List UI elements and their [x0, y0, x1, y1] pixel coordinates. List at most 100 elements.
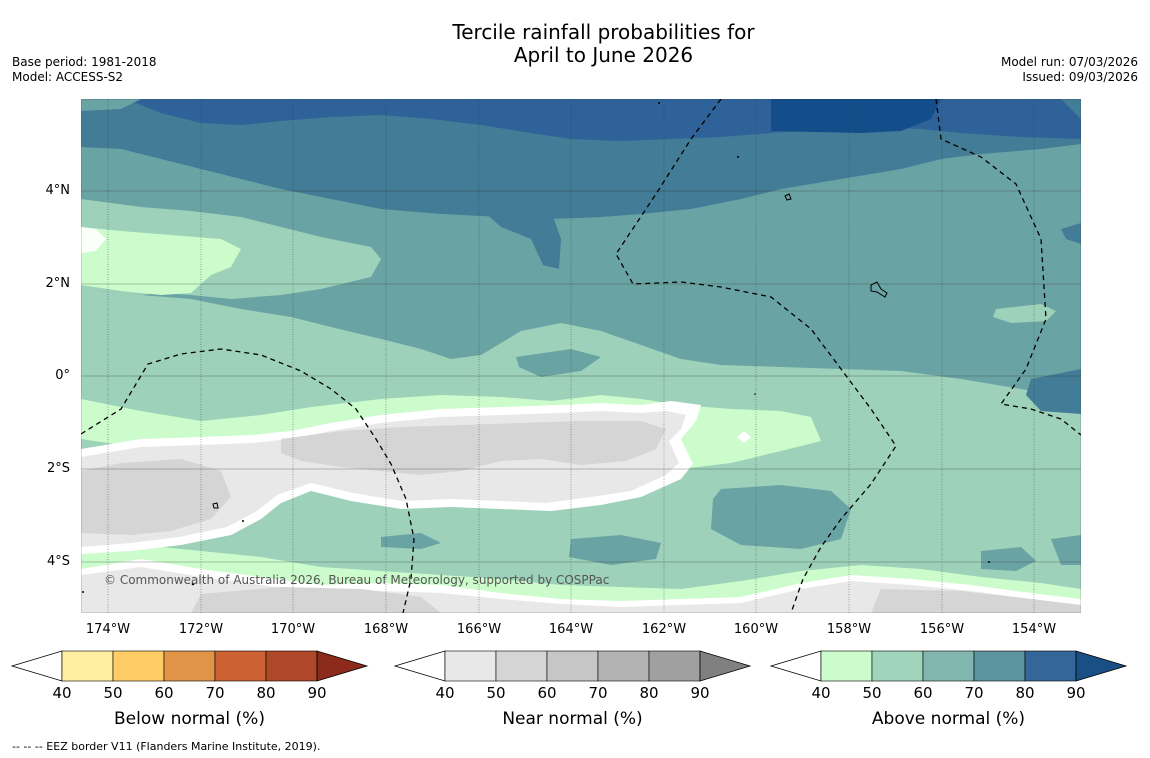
colorbar-tick-label: 80	[1015, 684, 1035, 702]
graticule-lat	[81, 190, 1081, 563]
lon-label-160w: 160°W	[733, 622, 779, 637]
colorbar-near-normal	[393, 650, 752, 682]
lon-label-172w: 172°W	[178, 622, 224, 637]
lon-label-168w: 168°W	[363, 622, 409, 637]
pocket-above-60-b	[711, 485, 851, 549]
region-above-90	[771, 99, 941, 133]
colorbar-above-normal	[769, 650, 1128, 682]
colorbar-segment	[163, 650, 216, 682]
colorbar-segment	[597, 650, 650, 682]
colorbars	[10, 650, 1128, 682]
colorbar-title-below: Below normal (%)	[114, 709, 265, 729]
colorbar-title-near: Near normal (%)	[502, 709, 643, 729]
map-frame	[81, 99, 1081, 613]
colorbar-segment	[546, 650, 599, 682]
colorbar-tick-label: 50	[103, 684, 123, 702]
issued-date: Issued: 09/03/2026	[1022, 70, 1138, 84]
region-above-50-east	[993, 304, 1056, 323]
region-above-70-east	[1026, 369, 1081, 414]
colorbar-segment	[61, 650, 114, 682]
island-dot-e	[191, 582, 195, 586]
colorbar-segment	[820, 650, 873, 682]
colorbar-extend-high	[699, 650, 752, 682]
lon-label-156w: 156°W	[919, 622, 965, 637]
pocket-above-60-e	[381, 533, 441, 549]
pocket-above-60-c	[569, 535, 661, 565]
colorbar-tick-label: 60	[537, 684, 557, 702]
map-title-line2: April to June 2026	[513, 43, 694, 67]
white-diamond	[737, 431, 751, 443]
region-near-50-central	[281, 421, 666, 475]
island-dot-g	[242, 520, 244, 522]
region-above-70-east-small	[1061, 223, 1081, 244]
colorbar-extend-low	[393, 650, 446, 682]
colorbar-tick-label: 70	[205, 684, 225, 702]
pocket-above-60-a	[516, 349, 601, 377]
base-period: Base period: 1981-2018	[12, 55, 157, 69]
lon-label-158w: 158°W	[826, 622, 872, 637]
lat-label-0: 0°	[55, 368, 70, 383]
region-white-west	[81, 227, 106, 253]
colorbar-title-above: Above normal (%)	[871, 709, 1026, 729]
colorbar-extend-low	[10, 650, 63, 682]
lat-label-4n: 4°N	[45, 183, 71, 198]
map-title-line1: Tercile rainfall probabilities for	[452, 20, 755, 44]
colorbar-segment	[444, 650, 497, 682]
lon-label-164w: 164°W	[548, 622, 594, 637]
lon-label-154w: 154°W	[1011, 622, 1057, 637]
copyright-notice: © Commonwealth of Australia 2026, Bureau…	[104, 573, 610, 587]
colorbar-segment	[214, 650, 267, 682]
colorbar-segment	[648, 650, 701, 682]
model-run: Model run: 07/03/2026	[1000, 55, 1138, 69]
colorbar-tick-label: 70	[964, 684, 984, 702]
colorbar-tick-label: 90	[307, 684, 327, 702]
colorbar-extend-high	[316, 650, 369, 682]
colorbar-tick-label: 80	[256, 684, 276, 702]
island-dot-f	[82, 591, 84, 593]
island-dot-a	[658, 102, 660, 104]
lon-label-174w: 174°W	[85, 622, 131, 637]
colorbar-extend-high	[1075, 650, 1128, 682]
colorbar-extend-low	[769, 650, 822, 682]
graticule	[107, 99, 1035, 613]
island-dot-b	[737, 156, 739, 158]
pocket-above-60-d	[981, 547, 1036, 571]
colorbar-below-normal	[10, 650, 369, 682]
lon-label-170w: 170°W	[270, 622, 316, 637]
lat-label-4s: 4°S	[46, 554, 70, 569]
island-dot-d	[988, 561, 990, 563]
colorbar-tick-label: 40	[52, 684, 72, 702]
region-near-50-west	[81, 459, 231, 535]
colorbar-segment	[922, 650, 975, 682]
colorbar-segment	[265, 650, 318, 682]
colorbar-segment	[495, 650, 548, 682]
colorbar-tick-label: 50	[862, 684, 882, 702]
region-near-50-south-a	[191, 587, 441, 613]
colorbar-tick-label: 90	[1066, 684, 1086, 702]
lon-label-166w: 166°W	[456, 622, 502, 637]
region-near-50-south-b	[871, 589, 1081, 613]
colorbar-tick-label: 60	[154, 684, 174, 702]
colorbar-segment	[871, 650, 924, 682]
colorbar-segment	[112, 650, 165, 682]
colorbar-tick-label: 40	[435, 684, 455, 702]
island-dot-c	[754, 393, 756, 395]
colorbar-tick-label: 60	[913, 684, 933, 702]
colorbar-segment	[1024, 650, 1077, 682]
eez-borders	[81, 99, 1081, 613]
colorbar-tick-label: 80	[639, 684, 659, 702]
colorbar-tick-label: 40	[811, 684, 831, 702]
lat-label-2s: 2°S	[46, 461, 70, 476]
pocket-above-60-f	[1051, 535, 1081, 565]
eez-footer-note: -- -- -- EEZ border V11 (Flanders Marine…	[12, 740, 321, 753]
colorbar-tick-label: 50	[486, 684, 506, 702]
region-above-70-tongue	[481, 209, 561, 269]
lat-label-2n: 2°N	[45, 276, 71, 291]
model-name: Model: ACCESS-S2	[12, 70, 124, 84]
colorbar-tick-label: 70	[588, 684, 608, 702]
colorbar-segment	[973, 650, 1026, 682]
region-above-60-nw	[81, 99, 141, 111]
colorbar-tick-label: 90	[690, 684, 710, 702]
islands	[212, 193, 888, 509]
rainfall-probability-map	[81, 99, 1081, 613]
